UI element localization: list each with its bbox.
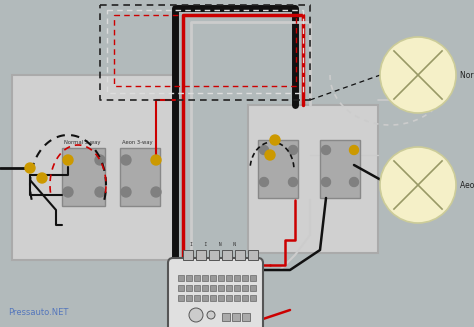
Circle shape bbox=[259, 146, 268, 154]
Circle shape bbox=[349, 178, 358, 186]
Bar bbox=[234, 295, 240, 301]
Circle shape bbox=[63, 155, 73, 165]
Circle shape bbox=[289, 178, 298, 186]
Circle shape bbox=[380, 37, 456, 113]
Bar bbox=[250, 275, 256, 281]
Circle shape bbox=[265, 150, 275, 160]
Text: Normal 3-way Load: Normal 3-way Load bbox=[460, 71, 474, 79]
FancyBboxPatch shape bbox=[12, 75, 175, 260]
Bar bbox=[232, 313, 240, 321]
Bar bbox=[178, 275, 184, 281]
Text: I    I    N    N: I I N N bbox=[190, 242, 236, 247]
Bar bbox=[120, 148, 160, 206]
Text: Aeon 3-way: Aeon 3-way bbox=[122, 140, 153, 145]
Bar bbox=[194, 275, 200, 281]
Circle shape bbox=[95, 155, 105, 165]
FancyBboxPatch shape bbox=[168, 258, 263, 327]
Bar bbox=[202, 285, 208, 291]
Bar bbox=[218, 285, 224, 291]
Bar bbox=[234, 285, 240, 291]
Bar bbox=[226, 275, 232, 281]
Bar bbox=[210, 275, 216, 281]
Text: Aeon 3-way Load: Aeon 3-way Load bbox=[460, 181, 474, 190]
Bar bbox=[226, 295, 232, 301]
Text: Normal 3-way: Normal 3-way bbox=[64, 140, 100, 145]
Circle shape bbox=[289, 146, 298, 154]
Circle shape bbox=[95, 187, 105, 197]
Bar bbox=[242, 285, 248, 291]
Bar bbox=[202, 275, 208, 281]
Bar bbox=[183, 250, 193, 260]
Bar bbox=[210, 295, 216, 301]
Circle shape bbox=[37, 173, 47, 183]
Bar bbox=[242, 295, 248, 301]
Bar bbox=[202, 295, 208, 301]
Bar bbox=[226, 285, 232, 291]
Circle shape bbox=[121, 187, 131, 197]
Bar bbox=[196, 250, 206, 260]
Bar bbox=[178, 285, 184, 291]
Circle shape bbox=[321, 178, 330, 186]
Bar bbox=[242, 313, 250, 321]
Bar bbox=[62, 148, 105, 206]
Circle shape bbox=[380, 147, 456, 223]
Circle shape bbox=[270, 135, 280, 145]
Circle shape bbox=[349, 146, 358, 154]
Bar bbox=[250, 295, 256, 301]
Bar bbox=[235, 250, 245, 260]
Circle shape bbox=[189, 308, 203, 322]
Bar bbox=[248, 250, 258, 260]
Circle shape bbox=[151, 155, 161, 165]
Bar bbox=[258, 140, 298, 198]
Bar bbox=[186, 295, 192, 301]
Bar bbox=[250, 285, 256, 291]
FancyBboxPatch shape bbox=[248, 105, 378, 253]
Bar bbox=[178, 295, 184, 301]
Circle shape bbox=[151, 187, 161, 197]
Circle shape bbox=[321, 146, 330, 154]
Bar bbox=[234, 275, 240, 281]
Text: Pressauto.NET: Pressauto.NET bbox=[8, 308, 68, 317]
Bar bbox=[222, 313, 230, 321]
Bar bbox=[320, 140, 360, 198]
Bar bbox=[186, 275, 192, 281]
Circle shape bbox=[121, 155, 131, 165]
Circle shape bbox=[63, 187, 73, 197]
Circle shape bbox=[259, 178, 268, 186]
Bar bbox=[242, 275, 248, 281]
Circle shape bbox=[25, 163, 35, 173]
Bar bbox=[186, 285, 192, 291]
Bar bbox=[222, 250, 232, 260]
Bar bbox=[194, 285, 200, 291]
Circle shape bbox=[207, 311, 215, 319]
Bar bbox=[218, 275, 224, 281]
Bar bbox=[209, 250, 219, 260]
Bar bbox=[218, 295, 224, 301]
Bar bbox=[194, 295, 200, 301]
Bar bbox=[210, 285, 216, 291]
